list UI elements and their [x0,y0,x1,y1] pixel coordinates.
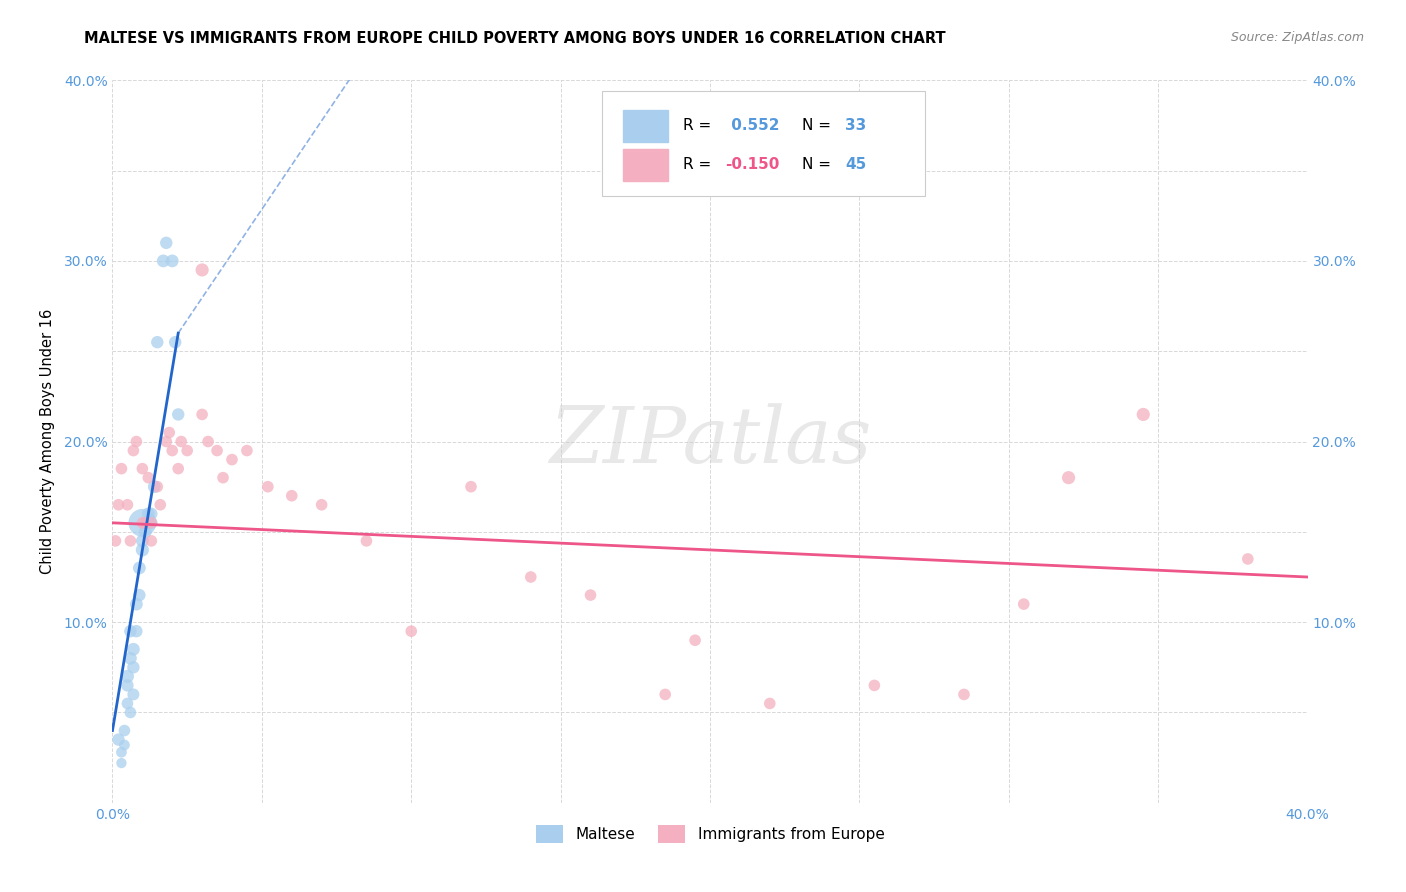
Point [205,443,228,458]
Text: N =: N = [801,158,831,172]
Text: 0.552: 0.552 [725,119,779,134]
Point [125,597,148,611]
Point [122,687,145,701]
Point [356,533,378,548]
Text: ZIPatlas: ZIPatlas [548,403,872,480]
Point [117,697,139,711]
Point [138,516,160,530]
Point [170,434,193,449]
Point [122,660,145,674]
Point [141,516,163,530]
Point [110,745,132,759]
Point [107,732,129,747]
Point [120,651,142,665]
Point [149,498,172,512]
Text: -0.150: -0.150 [725,158,780,172]
Point [138,507,160,521]
Point [157,425,180,440]
Point [759,697,782,711]
FancyBboxPatch shape [623,111,668,142]
Y-axis label: Child Poverty Among Boys Under 16: Child Poverty Among Boys Under 16 [41,309,55,574]
Point [117,678,139,692]
Point [863,678,886,692]
Point [221,452,243,467]
Point [131,533,153,548]
Point [460,480,482,494]
Point [191,408,214,422]
Point [120,624,142,639]
Text: N =: N = [801,119,831,134]
FancyBboxPatch shape [603,91,925,196]
Point [162,443,183,458]
Text: 45: 45 [845,158,866,172]
Point [110,756,132,770]
Point [401,624,423,639]
Point [162,254,183,268]
Point [146,335,169,350]
Point [1132,408,1154,422]
Text: MALTESE VS IMMIGRANTS FROM EUROPE CHILD POVERTY AMONG BOYS UNDER 16 CORRELATION : MALTESE VS IMMIGRANTS FROM EUROPE CHILD … [84,31,946,46]
Point [117,498,139,512]
Point [131,516,153,530]
Point [1237,552,1260,566]
Point [114,723,135,738]
Point [167,408,190,422]
Point [1012,597,1035,611]
Point [212,471,235,485]
Point [131,516,153,530]
Point [114,738,135,752]
Point [110,461,132,475]
Point [167,461,190,475]
Point [165,335,187,350]
Point [1057,471,1080,485]
Point [125,624,148,639]
Point [311,498,333,512]
Point [122,642,145,657]
Point [122,443,145,458]
Point [134,524,156,539]
Point [125,434,148,449]
Point [191,263,214,277]
Point [120,706,142,720]
Point [197,434,219,449]
Point [176,443,198,458]
FancyBboxPatch shape [623,149,668,180]
Point [155,235,177,250]
Point [152,254,174,268]
Point [131,461,153,475]
Point [128,588,150,602]
Point [654,687,676,701]
Point [117,669,139,683]
Point [236,443,259,458]
Point [146,480,169,494]
Text: R =: R = [682,119,711,134]
Point [104,533,127,548]
Point [520,570,543,584]
Point [143,480,166,494]
Point [257,480,280,494]
Point [107,498,129,512]
Point [141,507,163,521]
Point [134,516,156,530]
Point [953,687,976,701]
Point [155,434,177,449]
Text: R =: R = [682,158,711,172]
Point [579,588,602,602]
Text: 33: 33 [845,119,866,134]
Point [141,533,163,548]
Point [131,542,153,557]
Point [128,561,150,575]
Point [683,633,706,648]
Text: Source: ZipAtlas.com: Source: ZipAtlas.com [1230,31,1364,45]
Point [138,471,160,485]
Point [141,516,163,530]
Point [281,489,304,503]
Legend: Maltese, Immigrants from Europe: Maltese, Immigrants from Europe [530,819,890,849]
Point [120,533,142,548]
